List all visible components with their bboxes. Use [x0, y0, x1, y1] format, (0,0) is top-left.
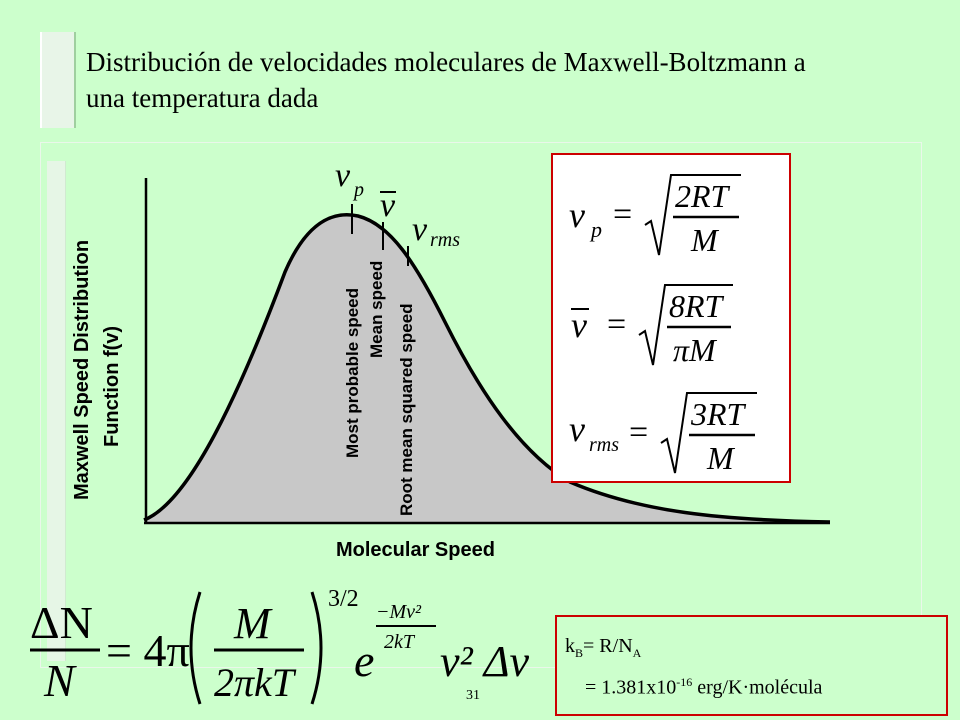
- eq-lhs-numerator: ΔN: [30, 597, 93, 648]
- distribution-curve: [143, 212, 831, 524]
- eq-left-paren: [189, 591, 202, 705]
- eq-frac-numerator: M: [233, 599, 273, 648]
- vrms-equals: =: [629, 414, 648, 451]
- vmean-symbol: v: [380, 187, 396, 224]
- vrms-symbol: v: [412, 211, 428, 248]
- speed-formulas-box: v p = 2RT M v = 8RT πM v rms = 3RT M: [551, 153, 791, 483]
- slide-number: 31: [466, 688, 480, 703]
- vp-numerator: 2RT: [675, 178, 731, 214]
- eq-power: 3/2: [328, 586, 359, 612]
- distribution-area: [144, 214, 830, 523]
- vp-lhs-sub: p: [589, 217, 602, 242]
- rms-speed-label: Root mean squared speed: [397, 303, 416, 516]
- eq-coefficient: = 4π: [106, 625, 190, 676]
- y-axis-label-line1: Maxwell Speed Distribution: [71, 240, 93, 500]
- vmean-lhs: v: [571, 305, 587, 345]
- vp-subscript: p: [352, 179, 364, 201]
- eq-frac-denominator: 2πkT: [214, 660, 297, 705]
- vmean-sqrt: [638, 284, 733, 366]
- kb-definition: kB= R/NA: [565, 635, 641, 661]
- maxwell-boltzmann-equation: ΔN N = 4π M 2πkT 3/2 e −Mv² 2kT v² Δv: [30, 586, 530, 706]
- vrms-lhs: v: [569, 409, 585, 449]
- vp-lhs: v: [569, 195, 585, 235]
- decorative-bar: [40, 32, 76, 128]
- x-axis-label: Molecular Speed: [336, 539, 495, 561]
- vmean-numerator: 8RT: [669, 288, 725, 324]
- eq-exp-base: e: [354, 635, 374, 686]
- kb-value: = 1.381x10-16 erg/K·molécula: [585, 675, 822, 700]
- eq-exp-denominator: 2kT: [384, 631, 416, 653]
- vrms-numerator: 3RT: [690, 396, 747, 432]
- eq-tail: v² Δv: [440, 637, 530, 686]
- vmean-denominator: πM: [673, 332, 718, 368]
- mean-speed-label: Mean speed: [367, 261, 386, 358]
- most-probable-label: Most probable speed: [343, 288, 362, 458]
- maxwell-distribution-plot: v p v v rms Most probable speed Mean spe…: [71, 157, 831, 561]
- y-axis-label-line2: Function f(v): [101, 326, 123, 447]
- vrms-sqrt: [660, 392, 757, 474]
- vmean-equals: =: [607, 306, 626, 343]
- vp-sqrt: [644, 174, 741, 256]
- speed-formulas: v p = 2RT M v = 8RT πM v rms = 3RT M: [569, 174, 757, 476]
- kb-subscript: B: [575, 646, 584, 660]
- eq-lhs-denominator: N: [43, 655, 77, 706]
- vp-equals: =: [613, 196, 632, 233]
- vrms-lhs-sub: rms: [589, 434, 619, 456]
- kb-value-units: erg/K·molécula: [692, 676, 823, 699]
- figure-strip: [47, 161, 66, 661]
- vrms-subscript: rms: [430, 229, 460, 251]
- kb-equation: = R/N: [583, 635, 633, 657]
- kb-value-exponent: -16: [676, 675, 693, 689]
- vp-symbol: v: [335, 157, 351, 194]
- vrms-denominator: M: [706, 440, 736, 476]
- eq-exp-numerator: −Mv²: [376, 601, 422, 623]
- na-subscript: A: [632, 646, 642, 660]
- vp-denominator: M: [690, 222, 720, 258]
- boltzmann-constant-box: kB= R/NA = 1.381x10-16 erg/K·molécula: [555, 615, 948, 716]
- slide-title: Distribución de velocidades moleculares …: [86, 47, 806, 113]
- kb-value-prefix: = 1.381x10: [585, 676, 677, 699]
- kb-symbol: k: [565, 635, 575, 657]
- eq-right-paren: [310, 591, 323, 705]
